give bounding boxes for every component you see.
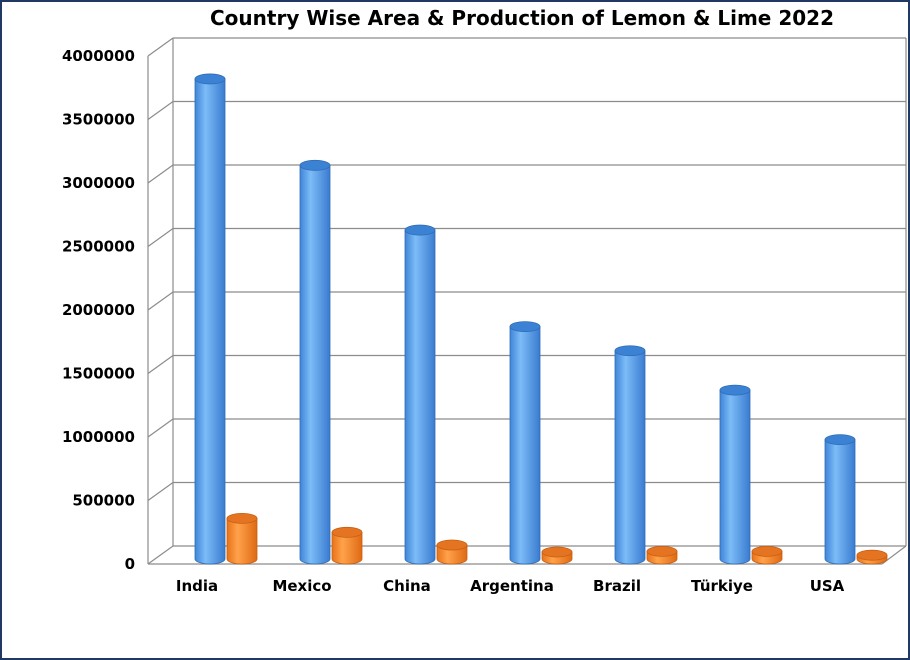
y-axis-ticks: 0 500000 1000000 1500000 2000000 2500000 30000… [62, 47, 135, 573]
x-category-label: Argentina [470, 577, 554, 595]
x-category-label: Brazil [593, 577, 641, 595]
bar [226, 512, 258, 565]
y-tick-label: 500000 [72, 492, 135, 510]
gridline-side [147, 482, 174, 501]
y-tick-label: 3000000 [62, 174, 135, 192]
gridline-side [147, 101, 174, 120]
bar [194, 73, 226, 565]
bar [436, 539, 468, 565]
x-category-label: China [383, 577, 431, 595]
bar [509, 321, 541, 565]
x-category-label: Mexico [272, 577, 331, 595]
bar [646, 545, 678, 565]
y-tick-label: 2000000 [62, 301, 135, 319]
bar [751, 545, 783, 565]
grid-lines [147, 37, 906, 565]
y-tick-label: 1000000 [62, 428, 135, 446]
x-category-label: Türkiye [691, 577, 753, 595]
gridline-side [147, 355, 174, 374]
y-tick-label: 0 [125, 555, 135, 573]
x-category-label: India [176, 577, 218, 595]
bar [856, 549, 888, 565]
bar [331, 526, 363, 565]
bar [299, 159, 331, 565]
gridline-side [147, 545, 174, 565]
y-tick-label: 2500000 [62, 238, 135, 256]
y-tick-label: 3500000 [62, 111, 135, 129]
bar [719, 384, 751, 565]
x-axis-categories: India Mexico China Argentina Brazil Türkiye US… [176, 577, 845, 595]
y-tick-label: 4000000 [62, 47, 135, 65]
bar [541, 546, 573, 565]
bar [824, 434, 856, 565]
bar [614, 345, 646, 565]
axes [147, 38, 907, 565]
bar [404, 224, 436, 565]
gridline-side [147, 228, 174, 247]
gridline-side [147, 291, 174, 311]
chart-title: Country Wise Area & Production of Lemon … [210, 6, 834, 30]
gridline-side [147, 164, 174, 184]
y-tick-label: 1500000 [62, 365, 135, 383]
gridline-side [147, 418, 174, 438]
bars [194, 73, 888, 565]
gridline-side [147, 37, 174, 57]
x-category-label: USA [810, 577, 845, 595]
